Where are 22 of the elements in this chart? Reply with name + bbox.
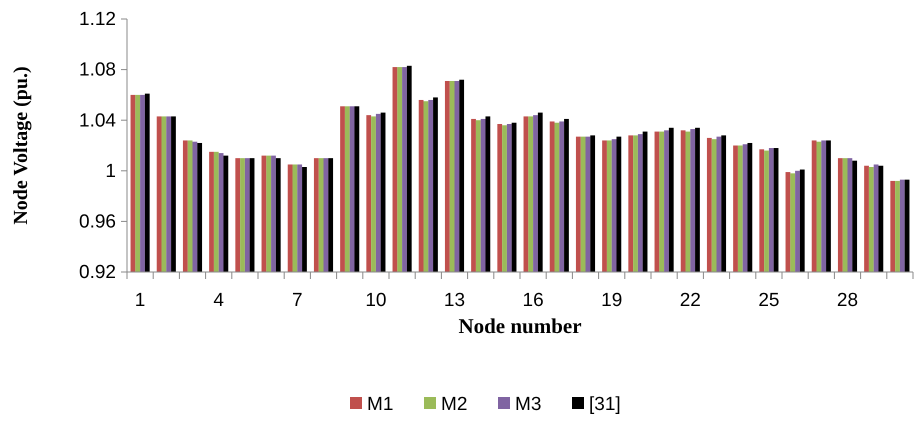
y-tick-label: 1.12 <box>79 9 116 30</box>
legend-label: M3 <box>515 394 542 415</box>
x-tick-label: 16 <box>522 290 544 311</box>
x-axis-title: Node number <box>458 314 582 338</box>
y-tick-label: 1.04 <box>79 110 116 132</box>
x-tick-label: 19 <box>601 290 622 311</box>
y-tick-label: 0.96 <box>79 211 116 232</box>
legend-label: [31] <box>589 394 621 415</box>
y-tick-label: 1.08 <box>79 60 116 81</box>
y-tick-label: 0.92 <box>79 262 116 284</box>
x-tick-label: 25 <box>758 290 780 311</box>
x-tick-label: 1 <box>134 290 146 311</box>
x-tick-label: 7 <box>292 290 303 311</box>
x-tick-label: 13 <box>444 290 466 311</box>
x-tick-label: 4 <box>213 290 224 311</box>
x-tick-label: 22 <box>680 290 701 311</box>
y-tick-label: 1 <box>105 160 116 182</box>
x-tick-label: 10 <box>365 290 386 311</box>
legend-label: M1 <box>367 394 394 415</box>
x-tick-label: 28 <box>836 290 858 311</box>
y-axis-title: Node Voltage (pu.) <box>10 66 32 225</box>
legend-label: M2 <box>441 394 468 415</box>
